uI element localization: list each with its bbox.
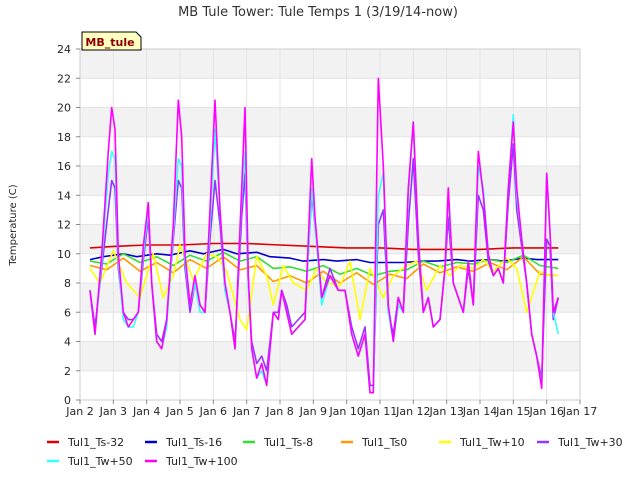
plot-band: [80, 166, 580, 196]
y-tick-label: 2: [64, 365, 71, 378]
y-tick-label: 22: [57, 72, 71, 85]
series-line-tul1-ts-32: [89, 242, 559, 251]
y-tick-label: 4: [64, 336, 71, 349]
y-tick-label: 0: [64, 394, 71, 407]
y-tick-label: 12: [57, 219, 71, 232]
series-line-tul1-tw-100: [89, 77, 560, 394]
series-line-tul1-ts0: [89, 255, 559, 286]
y-tick-label: 18: [57, 131, 71, 144]
legend-label-tul1-tw-30: Tul1_Tw+30: [557, 436, 623, 449]
station-badge: MB_tule: [81, 31, 142, 51]
y-tick-label: 16: [57, 160, 71, 173]
x-tick-label: Jan 5: [165, 405, 193, 418]
x-tick-label: Jan 8: [265, 405, 293, 418]
legend-label-tul1-tw-50: Tul1_Tw+50: [67, 455, 133, 468]
legend-label-tul1-ts-32: Tul1_Ts-32: [67, 436, 124, 449]
y-axis-label: Temperature (C): [8, 184, 19, 266]
y-tick-label: 6: [64, 306, 71, 319]
plot-band: [80, 107, 580, 137]
legend-label-tul1-ts-8: Tul1_Ts-8: [263, 436, 313, 449]
x-tick-label: Jan 7: [232, 405, 260, 418]
plot-band: [80, 49, 580, 79]
legend-label-tul1-ts0: Tul1_Ts0: [361, 436, 407, 449]
chart-title: MB Tule Tower: Tule Temps 1 (3/19/14-now…: [178, 5, 458, 20]
legend-label-tul1-tw-100: Tul1_Tw+100: [165, 455, 238, 468]
x-tick-label: Jan 3: [99, 405, 127, 418]
station-badge-label: MB_tule: [85, 36, 134, 49]
legend-label-tul1-tw-10: Tul1_Tw+10: [459, 436, 525, 449]
legend-label-tul1-ts-16: Tul1_Ts-16: [165, 436, 222, 449]
y-tick-label: 10: [57, 248, 71, 261]
x-tick-label: Jan 6: [199, 405, 227, 418]
x-tick-label: Jan 11: [362, 405, 397, 418]
x-tick-label: Jan 4: [132, 405, 160, 418]
x-tick-label: Jan 17: [562, 405, 597, 418]
series-layer: [89, 77, 560, 394]
station-badge-box: [81, 31, 142, 51]
y-tick-label: 20: [57, 102, 71, 115]
x-tick-label: Jan 2: [65, 405, 93, 418]
x-tick-label: Jan 13: [428, 405, 463, 418]
y-tick-label: 8: [64, 277, 71, 290]
y-tick-label: 14: [57, 189, 71, 202]
x-tick-label: Jan 12: [395, 405, 430, 418]
legend: Tul1_Ts-32 Tul1_Ts-16 Tul1_Ts-8 Tul1_Ts0 Tul…: [47, 436, 623, 468]
series-line-tul1-tw-10: [89, 244, 559, 331]
series-line-tul1-ts-16: [89, 248, 559, 264]
y-tick-label: 24: [57, 43, 71, 56]
x-tick-label: Jan 16: [528, 405, 563, 418]
plot-band: [80, 283, 580, 313]
x-tick-label: Jan 10: [328, 405, 363, 418]
x-tick-label: Jan 14: [462, 405, 497, 418]
x-tick-label: Jan 15: [495, 405, 530, 418]
x-tick-label: Jan 9: [299, 405, 327, 418]
x-axis-ticks: Jan 2 Jan 3 Jan 4 Jan 5 Jan 6 Jan 7 Jan 8 Jan 9…: [65, 400, 597, 418]
plot-band: [80, 341, 580, 371]
